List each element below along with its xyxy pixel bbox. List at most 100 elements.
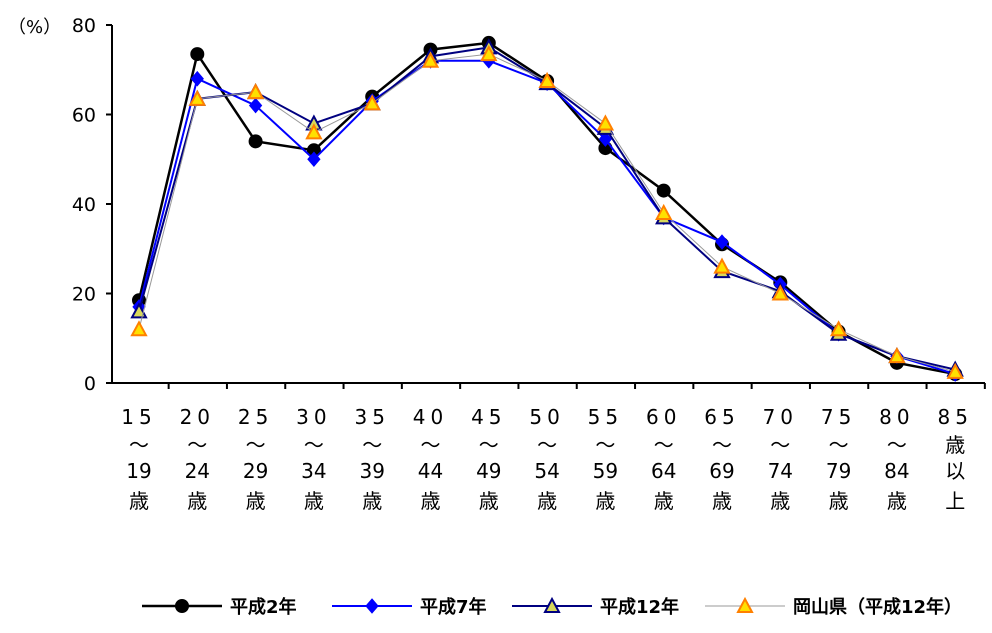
x-category-label: 50 — [529, 405, 564, 429]
series-line — [138, 53, 956, 373]
x-category-label: 55 — [588, 405, 623, 429]
axes: 02040608015～19歳20～24歳25～29歳30～34歳35～39歳4… — [72, 15, 986, 513]
data-point — [190, 70, 204, 87]
x-category-label: 歳 — [770, 489, 790, 513]
data-point — [246, 83, 265, 100]
data-point — [248, 134, 263, 149]
series-group — [130, 35, 964, 382]
data-point — [365, 598, 379, 614]
y-tick-label: 60 — [72, 105, 96, 127]
x-category-label: 歳 — [887, 489, 907, 513]
x-category-label: ～ — [246, 433, 266, 457]
data-point — [715, 234, 729, 250]
x-category-label: ～ — [654, 433, 674, 457]
x-category-label: 80 — [879, 405, 914, 429]
data-point — [130, 320, 148, 337]
data-point — [829, 320, 848, 337]
data-point — [248, 97, 263, 114]
legend-item: 平成7年 — [332, 596, 487, 618]
x-category-label: 20 — [180, 405, 215, 429]
data-point — [538, 71, 556, 88]
x-category-label: ～ — [887, 433, 907, 457]
x-category-label: 35 — [354, 405, 389, 429]
x-category-label: 19 — [126, 459, 151, 483]
x-category-label: ～ — [595, 433, 615, 457]
x-category-label: 24 — [185, 459, 210, 483]
y-tick-label: 40 — [72, 194, 96, 216]
x-category-label: ～ — [829, 433, 849, 457]
legend-label: 岡山県（平成12年） — [793, 596, 962, 618]
data-point — [421, 51, 440, 68]
x-category-label: 歳 — [537, 489, 557, 513]
x-category-label: ～ — [129, 433, 149, 457]
x-category-label: 25 — [238, 405, 273, 429]
x-category-label: ～ — [712, 433, 732, 457]
data-point — [190, 47, 205, 62]
x-category-label: 上 — [945, 489, 965, 513]
y-tick-label: 80 — [72, 15, 96, 37]
x-category-label: ～ — [304, 433, 324, 457]
data-point — [363, 94, 381, 111]
y-axis-unit-label: （%） — [8, 17, 61, 38]
data-point — [175, 599, 189, 613]
x-category-label: 歳 — [654, 489, 674, 513]
legend-item: 岡山県（平成12年） — [705, 596, 962, 618]
x-category-label: 歳 — [362, 489, 382, 513]
data-point — [946, 362, 964, 379]
y-tick-label: 20 — [72, 284, 96, 306]
x-category-label: 歳 — [421, 489, 441, 513]
x-category-label: 45 — [471, 405, 506, 429]
x-category-label: 65 — [704, 405, 739, 429]
data-point — [480, 44, 498, 62]
x-category-label: ～ — [537, 433, 557, 457]
series-4 — [130, 44, 964, 379]
legend-item: 平成12年 — [512, 596, 679, 618]
x-category-label: 75 — [821, 405, 856, 429]
x-category-label: 59 — [593, 459, 618, 483]
x-category-label: 歳 — [129, 489, 149, 513]
x-category-label: 30 — [296, 405, 331, 429]
x-category-label: 40 — [413, 405, 448, 429]
x-category-label: 44 — [418, 459, 443, 483]
data-point — [888, 347, 906, 364]
x-category-label: 69 — [709, 459, 734, 483]
legend-item: 平成2年 — [142, 596, 297, 618]
data-point — [598, 131, 613, 147]
x-category-label: 85 — [937, 405, 972, 429]
x-category-label: 70 — [763, 405, 798, 429]
data-point — [656, 183, 671, 198]
x-category-label: 15 — [121, 405, 156, 429]
y-tick-label: 0 — [84, 373, 96, 395]
x-category-label: 64 — [651, 459, 676, 483]
x-category-label: 歳 — [829, 489, 849, 513]
x-category-label: 84 — [884, 459, 909, 483]
x-category-label: ～ — [479, 433, 499, 457]
data-point — [307, 151, 321, 168]
data-point — [655, 203, 673, 220]
x-category-label: 54 — [534, 459, 559, 483]
data-point — [188, 89, 206, 106]
x-category-label: ～ — [362, 433, 382, 457]
x-category-label: ～ — [770, 433, 790, 457]
data-point — [771, 284, 789, 301]
data-point — [596, 114, 615, 131]
x-category-label: 歳 — [187, 489, 207, 513]
x-category-label: 以 — [945, 459, 965, 483]
x-category-label: 歳 — [304, 489, 324, 513]
data-point — [543, 596, 561, 613]
x-category-label: 39 — [359, 459, 384, 483]
x-category-label: 歳 — [479, 489, 499, 513]
x-category-label: ～ — [421, 433, 441, 457]
x-category-label: 歳 — [246, 489, 266, 513]
x-category-label: ～ — [187, 433, 207, 457]
x-category-label: 歳 — [595, 489, 615, 513]
x-category-label: 34 — [301, 459, 326, 483]
legend: 平成2年 平成7年 平成12年 岡山県（平成12年） — [142, 596, 962, 618]
x-category-label: 49 — [476, 459, 501, 483]
legend-label: 平成2年 — [230, 596, 297, 618]
data-point — [736, 596, 754, 613]
data-point — [713, 257, 731, 274]
x-category-label: 歳 — [945, 433, 965, 457]
